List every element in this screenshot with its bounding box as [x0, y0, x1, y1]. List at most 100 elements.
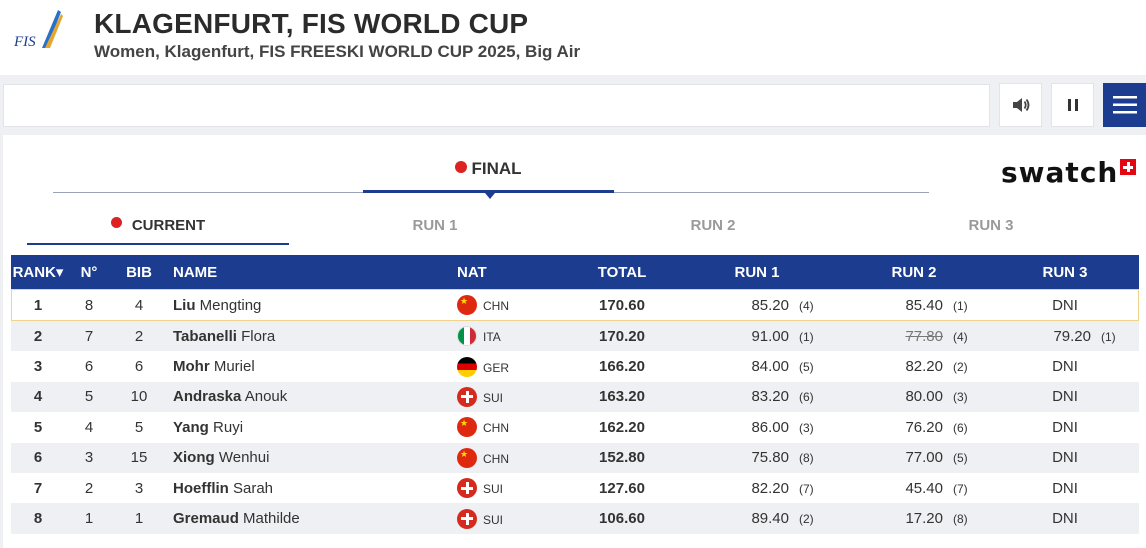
run-1-rank: (5): [799, 360, 814, 375]
table-header-row: RANK▾ N° BIB NAME NAT TOTAL RUN 1 RUN 2 …: [11, 255, 1139, 289]
header-run-2: RUN 2: [891, 263, 937, 281]
total-cell: 163.20: [599, 388, 645, 406]
nation-cell: CHN: [457, 289, 567, 321]
table-row[interactable]: 2 7 2 Tabanelli Flora ITA 170.20 91.00 (1) 77.80…: [11, 321, 1139, 352]
rank-cell: 6: [33, 449, 43, 467]
bib-cell: 2: [134, 327, 144, 345]
run-3-cell: DNI: [991, 382, 1139, 412]
sound-button[interactable]: [999, 83, 1042, 127]
chn-flag-icon: [457, 295, 477, 315]
run-2-score: 77.00: [905, 449, 943, 467]
rank-cell: 3: [33, 358, 43, 376]
total-cell: 106.60: [599, 510, 645, 528]
header-run-1: RUN 1: [734, 263, 780, 281]
header-run-3: RUN 3: [1042, 263, 1088, 281]
run-1-score: 82.20: [751, 479, 789, 497]
run-3-score: DNI: [1052, 510, 1078, 528]
number-cell: 4: [84, 418, 94, 436]
run-2-score: 77.80: [905, 327, 943, 345]
table-row[interactable]: 8 1 1 Gremaud Mathilde SUI 106.60 89.40 (2) 17.2…: [11, 503, 1139, 534]
athlete-first-name: Ruyi: [213, 418, 244, 436]
table-row[interactable]: 4 5 10 Andraska Anouk SUI 163.20 83.20 (6) 80.00…: [11, 381, 1139, 413]
table-row[interactable]: 1 8 4 Liu Mengting CHN 170.60 85.20 (4) 85.40 (1)…: [11, 289, 1139, 321]
header-name: NAME: [173, 263, 218, 281]
nation-code: SUI: [483, 512, 504, 527]
athlete-name[interactable]: Andraska Anouk: [165, 382, 457, 412]
fis-logo[interactable]: FIS: [12, 8, 64, 60]
run-3-score: DNI: [1052, 479, 1078, 497]
nation-cell: SUI: [457, 473, 567, 503]
header-rank[interactable]: RANK▾: [12, 264, 64, 281]
total-cell: 152.80: [599, 449, 645, 467]
number-cell: 5: [84, 388, 94, 406]
run-1-cell: 85.20 (4): [677, 289, 837, 321]
athlete-name[interactable]: Yang Ruyi: [165, 412, 457, 442]
search-bar[interactable]: [3, 84, 990, 127]
run-2-score: 80.00: [905, 388, 943, 406]
bib-cell: 6: [134, 358, 144, 376]
tab-run-2[interactable]: RUN 2: [690, 217, 736, 234]
swatch-logo: swatch: [1001, 156, 1137, 189]
athlete-last-name: Liu: [173, 296, 196, 314]
hamburger-menu-icon: [1112, 96, 1137, 114]
athlete-name[interactable]: Gremaud Mathilde: [165, 503, 457, 533]
swiss-cross-icon: [1120, 159, 1137, 175]
nation-code: CHN: [483, 299, 509, 313]
speaker-icon: [1012, 98, 1029, 112]
tab-run-3[interactable]: RUN 3: [968, 217, 1014, 234]
number-cell: 1: [84, 510, 94, 528]
tab-run-1[interactable]: RUN 1: [412, 217, 458, 234]
header-bib: BIB: [126, 263, 152, 281]
tab-current[interactable]: CURRENT: [27, 217, 289, 245]
rank-cell: 5: [33, 418, 43, 436]
run-2-cell: 85.40 (1): [837, 289, 991, 321]
run-2-score: 85.40: [905, 296, 943, 314]
run-2-cell: 45.40 (7): [837, 473, 991, 503]
run-2-rank: (1): [953, 298, 968, 313]
number-cell: 7: [84, 327, 94, 345]
athlete-first-name: Wenhui: [218, 449, 270, 467]
menu-button[interactable]: [1103, 83, 1146, 127]
run-2-score: 17.20: [905, 510, 943, 528]
athlete-name[interactable]: Liu Mengting: [165, 289, 457, 321]
tab-final[interactable]: FINAL: [363, 159, 614, 193]
nation-code: GER: [483, 360, 510, 375]
nation-cell: ITA: [457, 321, 567, 351]
run-3-score: DNI: [1052, 358, 1078, 376]
run-1-cell: 84.00 (5): [677, 351, 837, 381]
run-1-cell: 75.80 (8): [677, 443, 837, 473]
athlete-name[interactable]: Mohr Muriel: [165, 351, 457, 381]
athlete-name[interactable]: Tabanelli Flora: [165, 321, 457, 351]
nation-cell: CHN: [457, 443, 567, 473]
athlete-last-name: Andraska: [173, 388, 242, 406]
bib-cell: 1: [134, 510, 144, 528]
table-row[interactable]: 6 3 15 Xiong Wenhui CHN 152.80 75.80 (8) 77.00 (5…: [11, 442, 1139, 473]
table-row[interactable]: 7 2 3 Hoefflin Sarah SUI 127.60 82.20 (7) 45.40 (…: [11, 473, 1139, 503]
run-3-cell: DNI: [991, 412, 1139, 442]
bib-cell: 5: [134, 418, 144, 436]
run-2-score: 45.40: [905, 479, 943, 497]
page-subtitle: Women, Klagenfurt, FIS FREESKI WORLD CUP…: [94, 42, 581, 61]
athlete-first-name: Flora: [241, 327, 276, 345]
nation-code: CHN: [483, 451, 509, 466]
run-2-cell: 17.20 (8): [837, 503, 991, 533]
number-cell: 6: [84, 358, 94, 376]
total-cell: 127.60: [599, 479, 645, 497]
total-cell: 170.20: [599, 327, 645, 345]
sui-flag-icon: [457, 478, 477, 499]
athlete-name[interactable]: Hoefflin Sarah: [165, 473, 457, 503]
fis-logo-text: FIS: [13, 34, 36, 50]
athlete-last-name: Gremaud: [173, 510, 239, 528]
pause-button[interactable]: [1051, 83, 1094, 127]
run-3-cell: DNI: [991, 503, 1139, 533]
athlete-name[interactable]: Xiong Wenhui: [165, 443, 457, 473]
bib-cell: 3: [134, 479, 144, 497]
rank-cell: 4: [33, 388, 43, 406]
table-row[interactable]: 3 6 6 Mohr Muriel GER 166.20 84.00 (5) 82.20 (2) D…: [11, 351, 1139, 381]
number-cell: 3: [84, 449, 94, 467]
table-row[interactable]: 5 4 5 Yang Ruyi CHN 162.20 86.00 (3) 76.20 (6) DNI: [11, 412, 1139, 442]
nation-cell: SUI: [457, 382, 567, 412]
rank-cell: 7: [33, 479, 43, 497]
sui-flag-icon: [457, 386, 477, 407]
nation-code: CHN: [483, 421, 509, 436]
